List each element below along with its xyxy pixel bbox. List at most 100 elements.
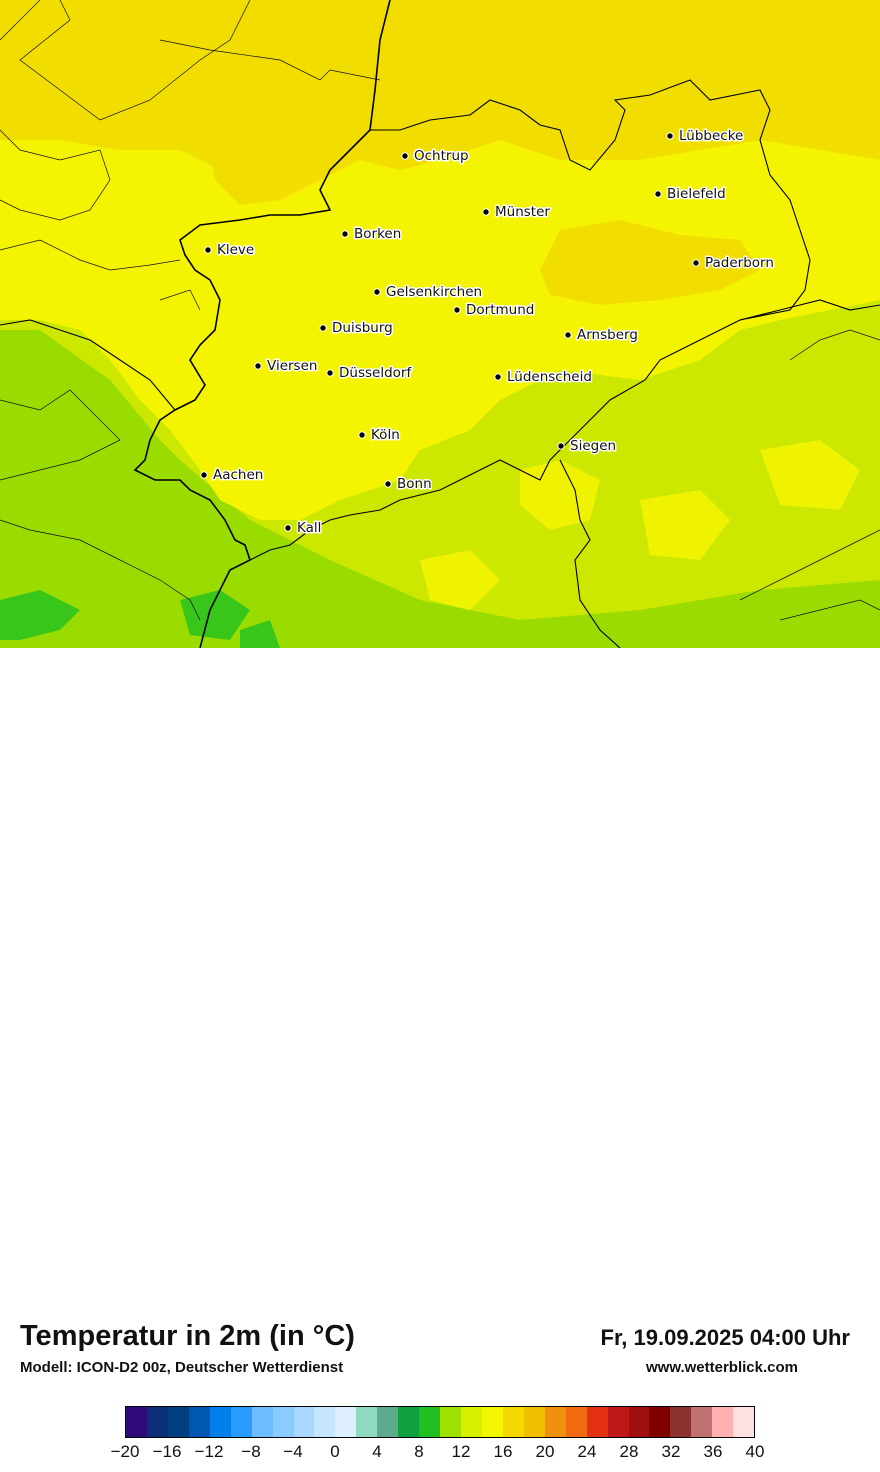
colorbar-swatch [398,1407,420,1437]
city-dot [204,246,212,254]
city-label: Aachen [213,467,263,483]
colorbar-tick-label: −20 [110,1442,140,1461]
city-label: Kleve [217,242,254,258]
colorbar-swatch [565,1407,587,1437]
colorbar-swatch [481,1407,503,1437]
colorbar-swatch [209,1407,231,1437]
forecast-datetime: Fr, 19.09.2025 04:00 Uhr [600,1325,851,1350]
colorbar-swatch [126,1407,147,1437]
colorbar-swatch [146,1407,168,1437]
city-dot [666,132,674,140]
colorbar-swatch [502,1407,524,1437]
city-label: Borken [354,226,401,242]
city-dot [692,259,700,267]
city-label: Duisburg [332,320,393,336]
colorbar-tick-label: 40 [745,1442,765,1461]
city-label: Siegen [570,438,616,454]
city-label: Münster [495,204,550,220]
colorbar-swatch [691,1407,713,1437]
website-link[interactable]: www.wetterblick.com [646,1359,798,1376]
colorbar-tick-label: 24 [577,1442,597,1461]
colorbar-tick-label: 36 [703,1442,723,1461]
city-label: Ochtrup [414,148,469,164]
temperature-colorbar [125,1406,755,1438]
colorbar-swatch [230,1407,252,1437]
city-dot [401,152,409,160]
colorbar-tick-label: 28 [619,1442,639,1461]
colorbar-swatch [356,1407,378,1437]
city-label: Dortmund [466,302,534,318]
warm-patch-paderborn [540,220,760,305]
colorbar-tick-label: −16 [152,1442,182,1461]
colorbar-swatch [251,1407,273,1437]
city-dot [200,471,208,479]
colorbar-swatch [628,1407,650,1437]
warm-patch-ochtrup [210,140,300,205]
city-dot [482,208,490,216]
city-label: Arnsberg [577,327,638,343]
colorbar-swatch [419,1407,441,1437]
cold-spots-south [0,590,280,648]
footer: Temperatur in 2m (in °C) Modell: ICON-D2… [0,648,880,1461]
city-dot [358,431,366,439]
colorbar-tick-label: 16 [493,1442,513,1461]
colorbar-swatch [544,1407,566,1437]
city-dot [384,480,392,488]
city-dot [319,324,327,332]
colorbar-tick-label: 4 [372,1442,382,1461]
colorbar-swatch [272,1407,294,1437]
temperature-map: Lübbecke Ochtrup Bielefeld Münster Borken Kle… [0,0,880,648]
colorbar-swatch [607,1407,629,1437]
cool-zone-southwest [0,370,880,648]
city-label: Bielefeld [667,186,726,202]
city-label: Viersen [267,358,317,374]
colorbar-swatch [523,1407,545,1437]
colorbar-swatch [586,1407,608,1437]
colorbar-tick-label: 32 [661,1442,681,1461]
city-dot [326,369,334,377]
city-dot [341,230,349,238]
colorbar-tick-label: −12 [194,1442,224,1461]
city-label: Bonn [397,476,432,492]
model-subtitle: Modell: ICON-D2 00z, Deutscher Wetterdie… [20,1359,344,1376]
warm-zone-core [0,80,880,520]
colorbar-swatch [733,1407,755,1437]
city-dot [654,190,662,198]
state-borders [0,79,880,648]
colorbar-tick-label: 12 [451,1442,471,1461]
colorbar-swatch [335,1407,357,1437]
city-label: Köln [371,427,400,443]
city-label: Paderborn [705,255,774,271]
city-dot [557,442,565,450]
colorbar-ticks: −20 −16 −12 −8 −4 0 4 8 12 16 20 24 28 32 36 40 [0,1442,880,1472]
colorbar-swatch [712,1407,734,1437]
colorbar-swatch [440,1407,461,1437]
city-dot [284,524,292,532]
colorbar-swatch [649,1407,671,1437]
region-borders [0,0,880,621]
colorbar-tick-label: 20 [535,1442,555,1461]
page-title: Temperatur in 2m (in °C) [20,1320,355,1352]
colorbar-tick-label: 8 [414,1442,424,1461]
colorbar-swatch [314,1407,336,1437]
city-label: Gelsenkirchen [386,284,482,300]
city-label: Lübbecke [679,128,743,144]
city-dot [453,306,461,314]
city-label: Kall [297,520,321,536]
colorbar-swatch [461,1407,482,1437]
colorbar-swatch [167,1407,189,1437]
colorbar-swatch [293,1407,315,1437]
colorbar-swatch [188,1407,210,1437]
colorbar-tick-label: −4 [283,1442,303,1461]
city-dot [254,362,262,370]
cool-zone-west [0,330,160,480]
colorbar-tick-label: −8 [241,1442,261,1461]
colorbar-swatch [670,1407,692,1437]
country-borders [133,0,391,648]
city-label: Lüdenscheid [507,369,592,385]
warm-patches-south [420,440,860,610]
colorbar-swatch [377,1407,399,1437]
city-markers: Lübbecke Ochtrup Bielefeld Münster Borken Kle… [200,127,775,538]
city-dot [564,331,572,339]
city-dot [494,373,502,381]
